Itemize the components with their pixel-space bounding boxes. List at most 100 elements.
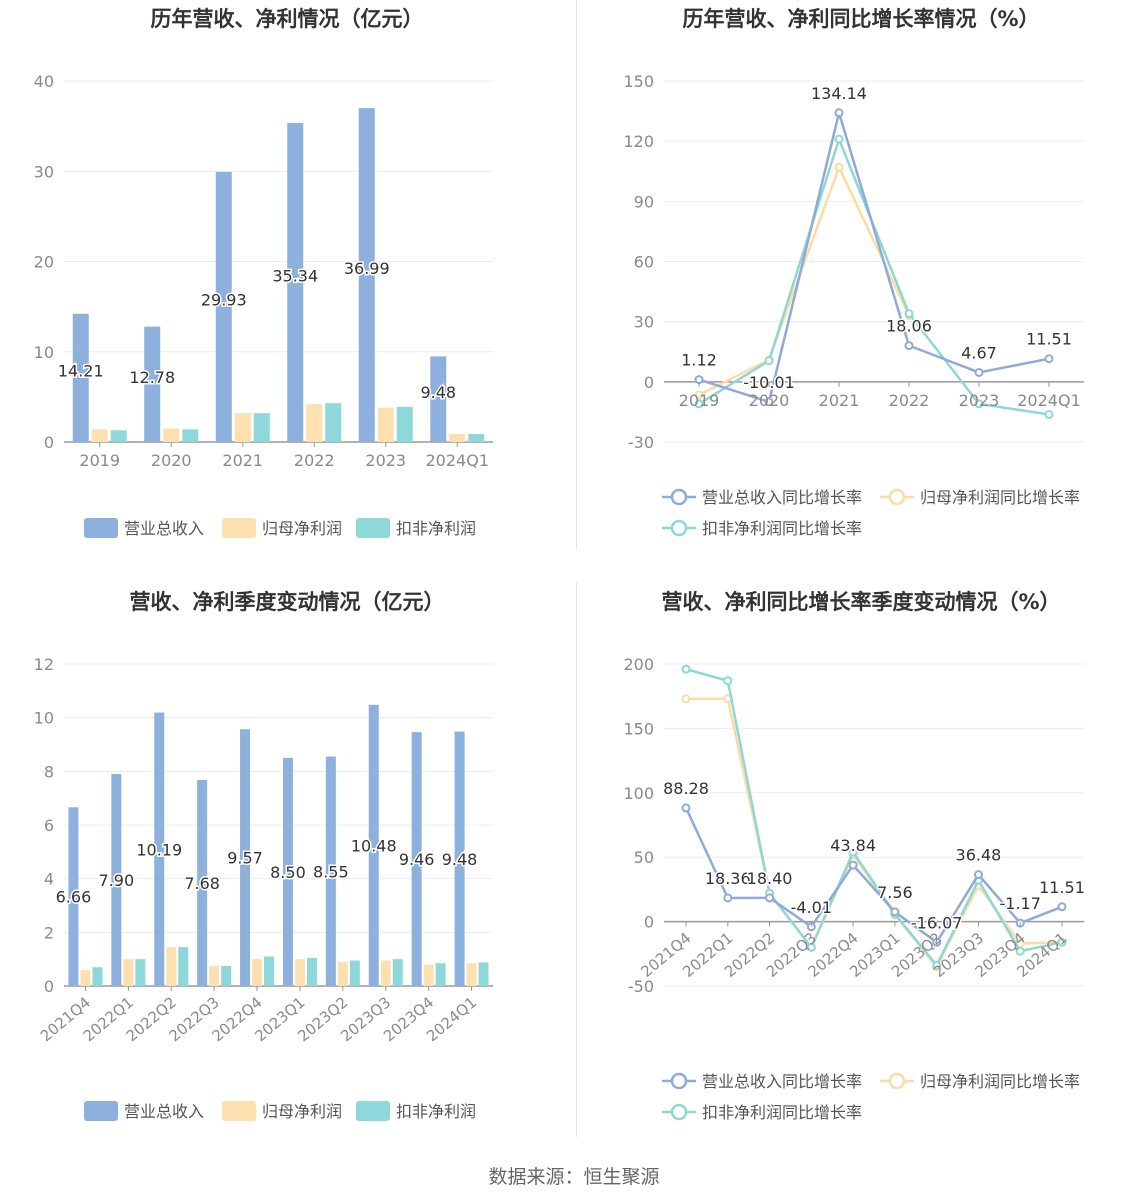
point-扣非净利润同比增长率 bbox=[848, 847, 858, 857]
y-tick-label: 90 bbox=[634, 192, 654, 211]
chart-title: 营收、净利同比增长率季度变动情况（%） bbox=[661, 590, 1060, 614]
point-营业总收入同比增长率 bbox=[834, 108, 844, 118]
bar-营业总收入 bbox=[411, 732, 422, 986]
data-label: 8.50 bbox=[270, 863, 306, 882]
y-tick-label: 8 bbox=[44, 762, 54, 781]
bar-归母净利润 bbox=[166, 947, 177, 986]
bar-扣非净利润 bbox=[435, 963, 446, 986]
data-label: 35.34 bbox=[272, 266, 318, 285]
bar-扣非净利润 bbox=[182, 429, 199, 442]
legend-label: 归母净利润 bbox=[262, 519, 342, 538]
y-tick-label: 2 bbox=[44, 923, 54, 942]
bar-扣非净利润 bbox=[468, 433, 485, 442]
bar-营业总收入 bbox=[111, 774, 122, 986]
point-营业总收入同比增长率 bbox=[890, 907, 900, 917]
data-label: -1.17 bbox=[1000, 894, 1041, 913]
data-label: 6.66 bbox=[56, 888, 92, 907]
data-label: 43.84 bbox=[830, 836, 876, 855]
legend-marker bbox=[670, 519, 688, 537]
bar-营业总收入 bbox=[154, 712, 165, 986]
legend-marker bbox=[670, 1072, 688, 1090]
data-label: 11.51 bbox=[1026, 330, 1072, 349]
line-营业总收入同比增长率 bbox=[698, 108, 1050, 404]
point-营业总收入同比增长率 bbox=[764, 397, 774, 407]
bar-归母净利润 bbox=[80, 969, 91, 986]
y-tick-label: 100 bbox=[623, 784, 654, 803]
legend-swatch bbox=[84, 1101, 118, 1121]
x-tick-label: 2024Q1 bbox=[1017, 391, 1081, 410]
line-扣非净利润同比增长率 bbox=[685, 667, 1063, 968]
legend-label: 营业总收入 bbox=[124, 1102, 204, 1121]
chart-quarterly-growth-rate: 营收、净利同比增长率季度变动情况（%） -50 0 50 100 150 200 88.28 1… bbox=[574, 575, 1148, 1160]
chart-annual-growth-rate: 历年营收、净利同比增长率情况（%） -30 0 30 60 90 120 150 1.12 -10… bbox=[574, 0, 1148, 575]
vertical-divider-bottom bbox=[576, 582, 577, 1137]
bar-营业总收入 bbox=[358, 108, 375, 442]
legend-marker bbox=[888, 1072, 906, 1090]
bar-扣非净利润 bbox=[253, 413, 270, 442]
data-label: 18.36 bbox=[705, 869, 751, 888]
y-tick-label: 150 bbox=[623, 72, 654, 91]
point-营业总收入同比增长率 bbox=[904, 341, 914, 351]
y-tick-label: 0 bbox=[644, 373, 654, 392]
bar-扣非净利润 bbox=[264, 956, 275, 986]
bar-扣非净利润 bbox=[306, 957, 317, 986]
bar-扣非净利润 bbox=[349, 960, 360, 986]
data-label: 7.56 bbox=[877, 883, 913, 902]
bar-归母净利润 bbox=[306, 404, 323, 442]
bar-归母净利润 bbox=[123, 959, 134, 986]
bar-营业总收入 bbox=[144, 326, 161, 442]
y-tick-label: 50 bbox=[634, 848, 654, 867]
point-营业总收入同比增长率 bbox=[681, 803, 691, 813]
legend-swatch bbox=[356, 518, 390, 538]
bar-归母净利润 bbox=[377, 407, 394, 442]
legend-label: 营业总收入 bbox=[124, 519, 204, 538]
x-tick-label: 2019 bbox=[79, 451, 120, 470]
data-label: 8.55 bbox=[313, 862, 349, 881]
legend-label: 扣非净利润 bbox=[396, 519, 476, 538]
bar-归母净利润 bbox=[91, 429, 108, 442]
bar-扣非净利润 bbox=[110, 430, 127, 442]
y-tick-label: 10 bbox=[34, 343, 54, 362]
y-tick-label: 20 bbox=[34, 253, 54, 272]
legend-marker bbox=[888, 488, 906, 506]
legend-label: 营业总收入同比增长率 bbox=[702, 488, 862, 507]
x-tick-label: 2023 bbox=[959, 391, 1000, 410]
point-扣非净利润同比增长率 bbox=[694, 399, 704, 409]
y-tick-label: 0 bbox=[44, 977, 54, 996]
y-tick-label: 0 bbox=[44, 433, 54, 452]
data-label: 9.48 bbox=[442, 850, 478, 869]
legend-label: 扣非净利润 bbox=[396, 1102, 476, 1121]
point-扣非净利润同比增长率 bbox=[1044, 410, 1054, 420]
data-label: 10.19 bbox=[136, 840, 182, 859]
x-tick-label: 2020 bbox=[749, 391, 790, 410]
bar-扣非净利润 bbox=[92, 967, 103, 986]
data-source-footer: 数据来源：恒生聚源 bbox=[488, 1166, 660, 1188]
chart-quarterly-revenue-profit-svg: 营收、净利季度变动情况（亿元） 0 2 4 6 8 10 12 6.66 7.9010.197.6… bbox=[34, 590, 493, 1121]
bar-营业总收入 bbox=[430, 356, 447, 442]
chart-title: 营收、净利季度变动情况（亿元） bbox=[130, 590, 445, 614]
y-tick-label: 30 bbox=[34, 162, 54, 181]
x-tick-label: 2021 bbox=[222, 451, 263, 470]
legend-label: 扣非净利润同比增长率 bbox=[702, 1103, 862, 1122]
bar-归母净利润 bbox=[380, 960, 391, 986]
chart-title: 历年营收、净利情况（亿元） bbox=[151, 7, 424, 31]
data-label: 36.99 bbox=[344, 259, 390, 278]
y-tick-label: 4 bbox=[44, 870, 54, 889]
legend-label: 归母净利润 bbox=[262, 1102, 342, 1121]
data-label: 1.12 bbox=[681, 351, 717, 370]
point-营业总收入同比增长率 bbox=[973, 870, 983, 880]
bar-扣非净利润 bbox=[135, 959, 146, 986]
data-label: 29.93 bbox=[201, 291, 247, 310]
y-tick-label: 12 bbox=[34, 655, 54, 674]
y-tick-label: 40 bbox=[34, 72, 54, 91]
bar-归母净利润 bbox=[163, 428, 180, 442]
data-label: 4.67 bbox=[961, 343, 997, 362]
y-tick-label: 60 bbox=[634, 253, 654, 272]
bar-扣非净利润 bbox=[392, 959, 403, 986]
line-归母净利润同比增长率 bbox=[698, 163, 911, 396]
x-tick-label: 2019 bbox=[679, 391, 720, 410]
data-label: 7.90 bbox=[99, 871, 135, 890]
legend-label: 营业总收入同比增长率 bbox=[702, 1072, 862, 1091]
legend-label: 归母净利润同比增长率 bbox=[920, 1072, 1080, 1091]
legend-label: 归母净利润同比增长率 bbox=[920, 488, 1080, 507]
